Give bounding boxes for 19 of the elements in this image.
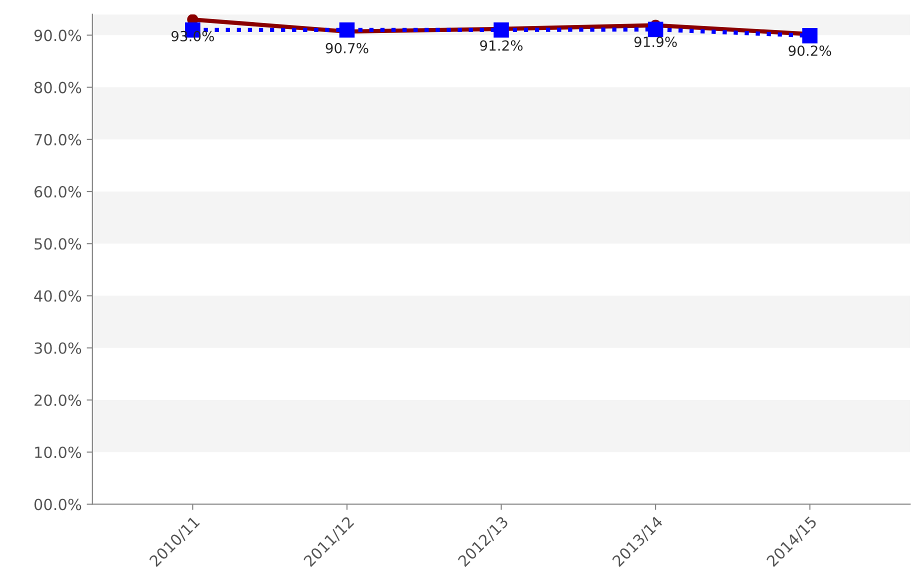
point <box>494 22 509 38</box>
y-tick-label: 90.0% <box>34 30 82 42</box>
data-label: 93.0% <box>172 30 214 42</box>
data-label: 90.7% <box>326 42 368 54</box>
y-tick-label: 40.0% <box>34 290 82 302</box>
data-label: 91.2% <box>480 40 523 51</box>
y-tick-label: 60.0% <box>34 186 82 198</box>
y-tick-label: 10.0% <box>35 446 82 458</box>
y-tick-label: 50.0% <box>34 238 82 250</box>
y-tick-label: 80.0% <box>34 82 82 94</box>
data-label: 90.2% <box>788 45 832 56</box>
y-tick-label: 30.0% <box>34 342 82 354</box>
point <box>339 22 355 38</box>
point <box>802 28 818 44</box>
y-tick-label: 00.0% <box>34 498 82 510</box>
y-tick-label: 70.0% <box>34 134 82 146</box>
y-tick-label: 20.0% <box>34 394 82 406</box>
data-label: 91.9% <box>634 36 677 48</box>
point <box>648 22 664 38</box>
